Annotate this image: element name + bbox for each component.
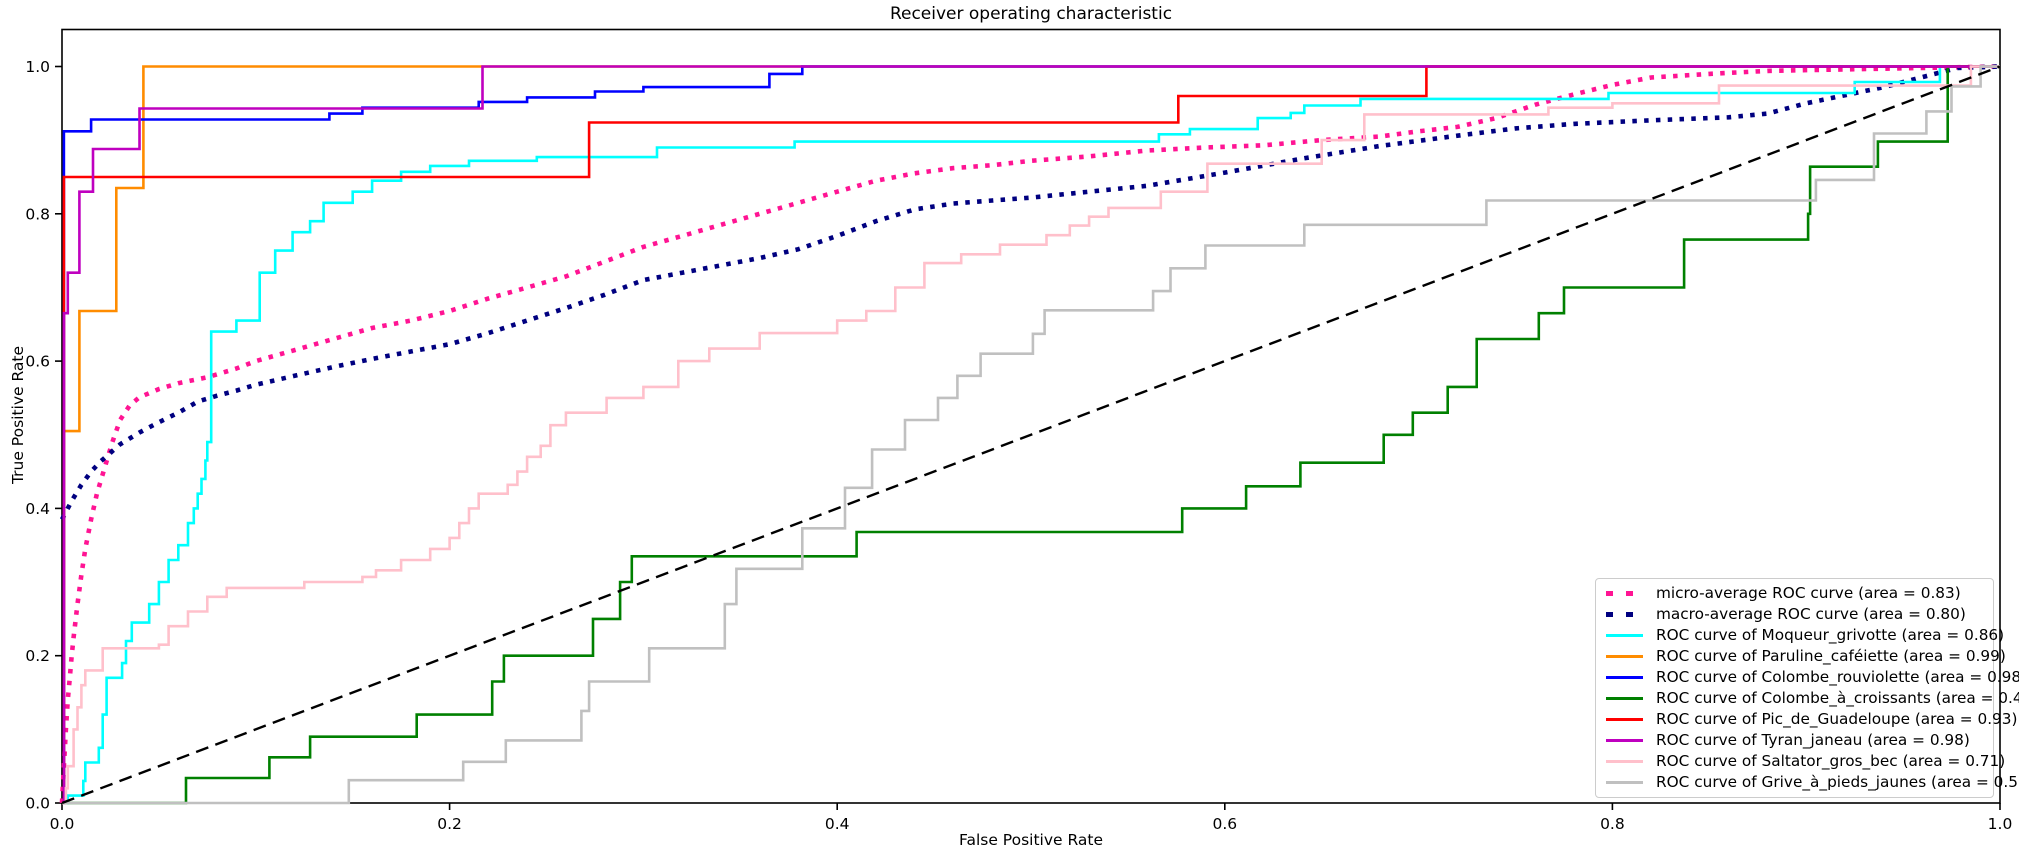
legend-line-sample xyxy=(1606,759,1643,763)
legend-item: ROC curve of Saltator_gros_bec (area = 0… xyxy=(1606,753,2005,769)
legend-line-sample xyxy=(1606,591,1643,597)
x-tick-label: 1.0 xyxy=(1988,815,2013,833)
legend-line-sample xyxy=(1606,634,1643,638)
legend-line-sample xyxy=(1606,655,1643,658)
legend-item-label: ROC curve of Grive_à_pieds_jaunes (area … xyxy=(1656,772,2019,791)
y-tick-label: 0.8 xyxy=(25,205,50,223)
x-tick-label: 0.2 xyxy=(437,815,462,833)
y-tick-label: 0.4 xyxy=(25,500,50,518)
legend-line-sample xyxy=(1606,717,1643,721)
y-tick-label: 0.6 xyxy=(25,353,50,371)
legend-item: ROC curve of Grive_à_pieds_jaunes (area … xyxy=(1606,774,2019,790)
legend-line-sample xyxy=(1606,612,1643,618)
legend-item-label: macro-average ROC curve (area = 0.80) xyxy=(1656,604,1966,623)
series-moqueur-grivotte xyxy=(62,65,2000,805)
legend-item-label: ROC curve of Moqueur_grivotte (area = 0.… xyxy=(1656,625,2005,644)
legend-item: ROC curve of Paruline_caféiette (area = … xyxy=(1606,648,2006,664)
legend-item: ROC curve of Tyran_janeau (area = 0.98) xyxy=(1606,730,1987,749)
legend-item: micro-average ROC curve (area = 0.83) xyxy=(1606,584,1987,602)
legend-item-label: ROC curve of Colombe_à_croissants (area … xyxy=(1656,688,2019,707)
legend-item: ROC curve of Moqueur_grivotte (area = 0.… xyxy=(1606,627,2004,643)
series-colombe-a-croissants xyxy=(62,65,2000,805)
legend-item-label: ROC curve of Paruline_caféiette (area = … xyxy=(1656,646,2006,665)
legend-item-label: micro-average ROC curve (area = 0.83) xyxy=(1656,584,1961,602)
series-chance-diagonal xyxy=(61,65,2001,805)
legend-line-sample xyxy=(1606,738,1643,742)
y-tick-label: 0.2 xyxy=(25,647,50,665)
series-tyran-janeau xyxy=(62,65,2000,805)
legend-line-sample xyxy=(1606,780,1643,784)
legend-item: macro-average ROC curve (area = 0.80) xyxy=(1606,604,1987,623)
legend-item-label: ROC curve of Tyran_janeau (area = 0.98) xyxy=(1656,730,1970,749)
legend-item-label: ROC curve of Pic_de_Guadeloupe (area = 0… xyxy=(1656,709,2018,728)
x-tick-label: 0.8 xyxy=(1600,815,1625,833)
legend-item: ROC curve of Colombe_rouviolette (area =… xyxy=(1606,669,2019,685)
legend-line-sample xyxy=(1606,675,1643,679)
x-tick-label: 0.4 xyxy=(825,815,850,833)
legend-line-sample xyxy=(1606,696,1643,700)
x-tick-label: 0.6 xyxy=(1212,815,1237,833)
series-micro-average xyxy=(59,64,2001,804)
legend-item-label: ROC curve of Saltator_gros_bec (area = 0… xyxy=(1656,751,2006,770)
x-tick-label: 0.0 xyxy=(50,815,75,833)
series-saltator-gros-bec xyxy=(62,65,2000,805)
series-macro-average xyxy=(59,64,2001,521)
chart-title: Receiver operating characteristic xyxy=(889,4,1173,24)
legend: micro-average ROC curve (area = 0.83) mac… xyxy=(1595,578,2019,798)
plot-border xyxy=(61,28,2001,804)
series-colombe-rouviolette xyxy=(62,65,2000,805)
y-tick-label: 1.0 xyxy=(25,58,50,76)
legend-item-label: ROC curve of Colombe_rouviolette (area =… xyxy=(1656,667,2019,686)
legend-item: ROC curve of Pic_de_Guadeloupe (area = 0… xyxy=(1606,711,2018,727)
legend-item: ROC curve of Colombe_à_croissants (area … xyxy=(1606,690,2019,706)
y-axis-label: True Positive Rate xyxy=(9,345,27,485)
y-tick-label: 0.0 xyxy=(25,795,50,813)
x-axis-label: False Positive Rate xyxy=(958,831,1104,849)
series-grive-a-pieds-jaunes xyxy=(62,65,2000,805)
